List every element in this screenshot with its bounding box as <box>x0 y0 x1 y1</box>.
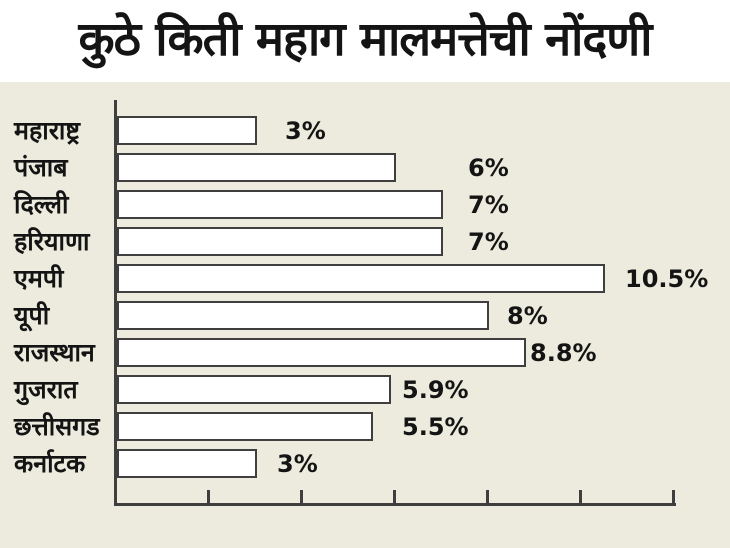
category-label: दिल्ली <box>14 190 69 219</box>
bar <box>117 264 605 293</box>
value-label: 5.9% <box>402 376 469 404</box>
bar-chart: महाराष्ट्र 3% पंजाब 6% दिल्ली 7% हरियाणा 7% एमपी… <box>0 82 730 548</box>
category-label: पंजाब <box>14 153 68 182</box>
x-axis-tick <box>579 490 582 503</box>
value-label: 3% <box>277 450 318 478</box>
bar <box>117 153 396 182</box>
category-label: राजस्थान <box>14 338 95 367</box>
bar <box>117 412 373 441</box>
category-label: यूपी <box>14 301 50 330</box>
chart-panel: महाराष्ट्र 3% पंजाब 6% दिल्ली 7% हरियाणा 7% एमपी… <box>0 82 730 548</box>
bar <box>117 190 443 219</box>
category-label: गुजरात <box>14 375 78 404</box>
value-label: 10.5% <box>625 265 709 293</box>
value-label: 8% <box>507 302 548 330</box>
x-axis-line <box>114 503 676 506</box>
category-label: हरियाणा <box>14 227 90 256</box>
value-label: 8.8% <box>530 339 597 367</box>
x-axis-tick <box>207 490 210 503</box>
value-label: 7% <box>468 228 509 256</box>
x-axis-tick <box>486 490 489 503</box>
category-label: कर्नाटक <box>14 449 86 478</box>
value-label: 6% <box>468 154 509 182</box>
value-label: 5.5% <box>402 413 469 441</box>
x-axis-tick <box>393 490 396 503</box>
bar <box>117 301 489 330</box>
value-label: 7% <box>468 191 509 219</box>
category-label: महाराष्ट्र <box>14 116 81 145</box>
y-axis-line <box>114 100 117 506</box>
category-label: छत्तीसगड <box>14 412 100 441</box>
x-axis-tick <box>300 490 303 503</box>
bar <box>117 227 443 256</box>
chart-title: कुठे किती महाग मालमत्तेची नोंदणी <box>78 12 653 67</box>
category-label: एमपी <box>14 264 64 293</box>
x-axis-tick <box>672 490 675 503</box>
bar <box>117 338 526 367</box>
bar <box>117 375 391 404</box>
bar <box>117 116 257 145</box>
bar <box>117 449 257 478</box>
value-label: 3% <box>285 117 326 145</box>
